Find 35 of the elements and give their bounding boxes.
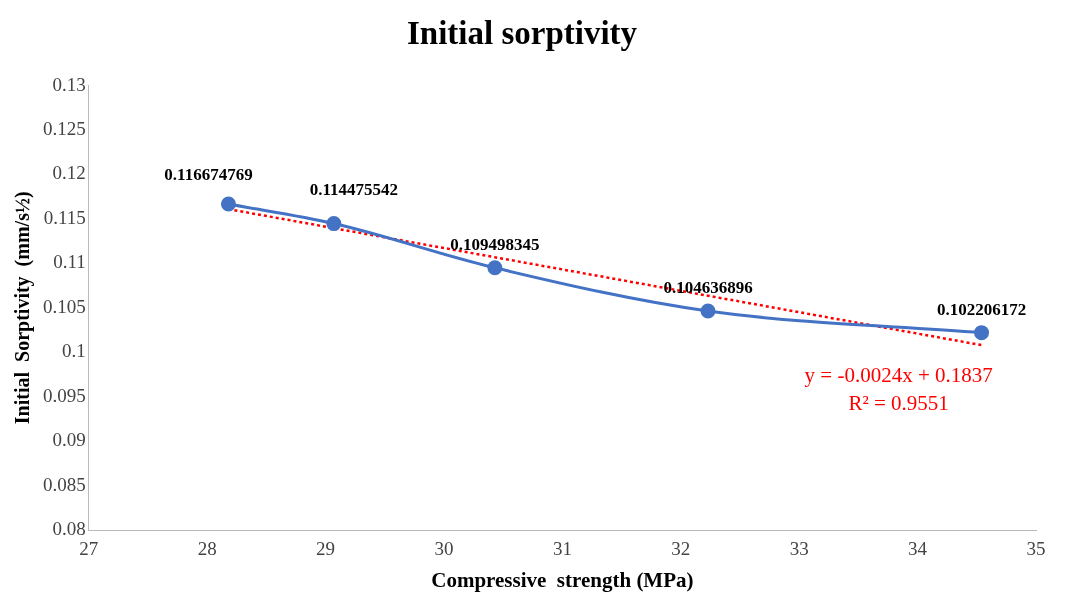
y-tick-label: 0.09 <box>52 429 86 451</box>
data-label: 0.104636896 <box>663 277 753 297</box>
data-label: 0.114475542 <box>309 180 399 200</box>
y-tick-label: 0.125 <box>43 118 86 140</box>
y-tick-label: 0.115 <box>43 206 86 228</box>
y-tick-label: 0.12 <box>52 162 86 184</box>
y-tick-label: 0.105 <box>43 295 86 317</box>
x-tick-label: 31 <box>552 538 572 560</box>
y-tick-label: 0.1 <box>62 340 86 362</box>
y-tick-label: 0.08 <box>52 517 86 539</box>
x-tick-label: 32 <box>671 538 691 560</box>
y-tick-label: 0.085 <box>43 473 86 495</box>
y-axis-title: Initial Sorptivity (mm/s½) <box>11 191 35 425</box>
point <box>326 216 342 232</box>
point <box>700 303 716 319</box>
point <box>974 325 990 341</box>
y-tick-label: 0.13 <box>52 73 86 95</box>
x-tick-label: 34 <box>908 538 928 560</box>
x-tick-label: 33 <box>789 538 809 560</box>
x-axis-title: Compressive strength (MPa) <box>431 567 694 592</box>
chart-title: Initial sorptivity <box>406 15 638 52</box>
point <box>487 260 503 276</box>
x-tick-label: 27 <box>79 538 99 560</box>
data-label: 0.116674769 <box>164 164 253 184</box>
y-tick-label: 0.11 <box>53 251 86 273</box>
data-label: 0.102206172 <box>936 299 1027 319</box>
x-tick-label: 29 <box>316 538 336 560</box>
point <box>220 196 236 212</box>
y-tick-label: 0.095 <box>43 384 86 406</box>
annotation: y = -0.0024x + 0.1837 <box>804 363 993 388</box>
x-tick-label: 35 <box>1026 538 1046 560</box>
data-label: 0.109498345 <box>450 234 540 254</box>
x-tick-label: 30 <box>434 538 454 560</box>
x-tick-label: 28 <box>197 538 217 560</box>
annotation: R² = 0.9551 <box>848 391 949 416</box>
